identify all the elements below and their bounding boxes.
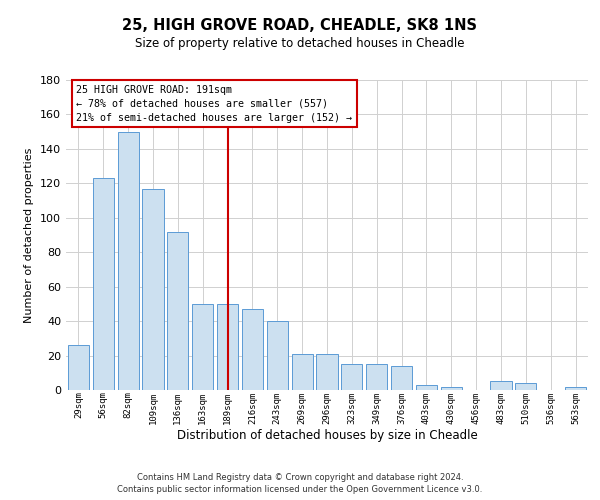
Bar [267, 321, 288, 390]
Bar [192, 304, 213, 390]
Text: 25, HIGH GROVE ROAD, CHEADLE, SK8 1NS: 25, HIGH GROVE ROAD, CHEADLE, SK8 1NS [122, 18, 478, 32]
Y-axis label: Number of detached properties: Number of detached properties [25, 148, 34, 322]
Text: Size of property relative to detached houses in Cheadle: Size of property relative to detached ho… [135, 38, 465, 51]
Bar [366, 364, 387, 390]
Bar [167, 232, 188, 390]
Bar [217, 304, 238, 390]
Bar [242, 309, 263, 390]
Bar [142, 188, 164, 390]
Bar [118, 132, 139, 390]
X-axis label: Distribution of detached houses by size in Cheadle: Distribution of detached houses by size … [176, 429, 478, 442]
Bar [68, 345, 89, 390]
Bar [515, 383, 536, 390]
Text: 25 HIGH GROVE ROAD: 191sqm
← 78% of detached houses are smaller (557)
21% of sem: 25 HIGH GROVE ROAD: 191sqm ← 78% of deta… [76, 84, 352, 122]
Bar [565, 386, 586, 390]
Bar [93, 178, 114, 390]
Bar [316, 354, 338, 390]
Bar [341, 364, 362, 390]
Bar [490, 382, 512, 390]
Bar [391, 366, 412, 390]
Bar [292, 354, 313, 390]
Bar [441, 386, 462, 390]
Text: Contains HM Land Registry data © Crown copyright and database right 2024.
Contai: Contains HM Land Registry data © Crown c… [118, 472, 482, 494]
Bar [416, 385, 437, 390]
